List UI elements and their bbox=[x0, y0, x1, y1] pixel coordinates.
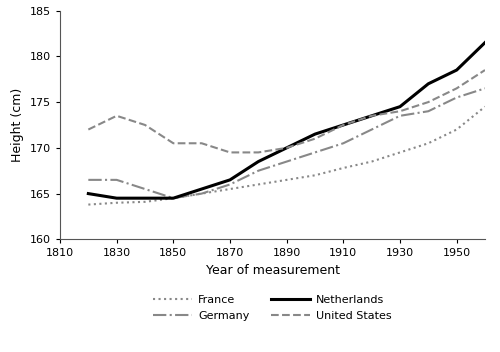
Y-axis label: Height (cm): Height (cm) bbox=[12, 88, 24, 162]
X-axis label: Year of measurement: Year of measurement bbox=[206, 264, 340, 277]
Legend: France, Germany, Netherlands, United States: France, Germany, Netherlands, United Sta… bbox=[149, 291, 396, 325]
